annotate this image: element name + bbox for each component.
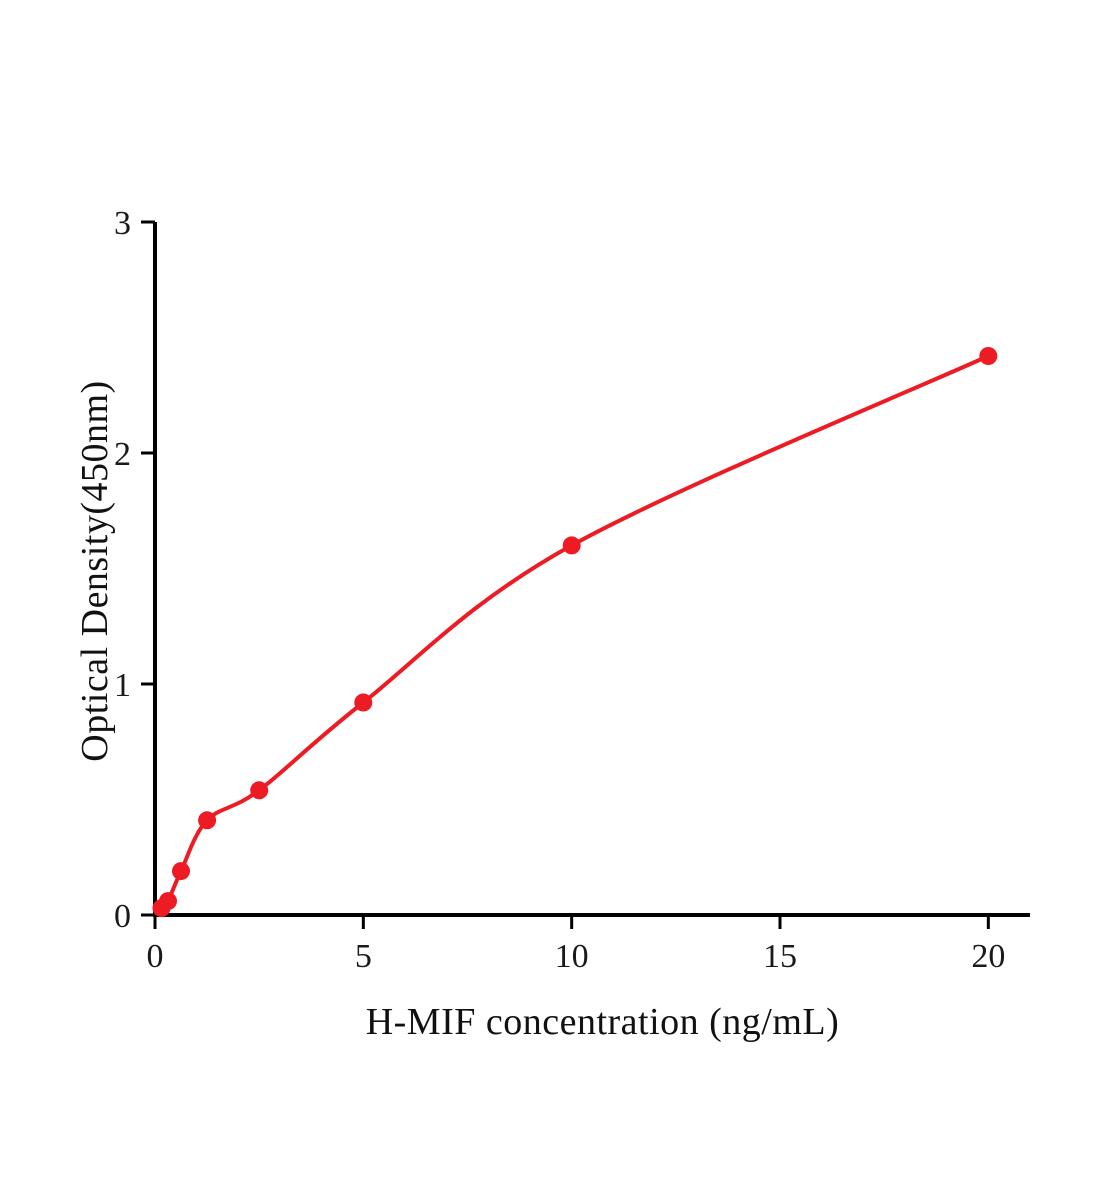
data-point [172,862,190,881]
y-tick-label: 2 [114,436,131,473]
x-axis-title: H-MIF concentration (ng/mL) [365,1001,840,1043]
data-point [198,811,217,830]
x-tick-label: 10 [555,938,589,975]
x-tick-label: 20 [971,938,1005,975]
x-tick-label: 0 [147,938,164,975]
data-point [979,347,998,365]
fit-curve [159,354,991,911]
data-point [250,781,269,800]
x-tick-label: 15 [763,938,797,975]
y-tick-label: 1 [114,667,131,704]
y-tick-label: 0 [114,898,131,935]
x-tick-label: 5 [355,938,372,975]
y-axis-title: Optical Density(450nm) [74,380,116,762]
data-point [159,892,177,911]
y-tick-label: 3 [114,205,131,242]
data-point [562,536,581,555]
data-point [354,693,373,712]
axes-spines [153,222,1030,917]
